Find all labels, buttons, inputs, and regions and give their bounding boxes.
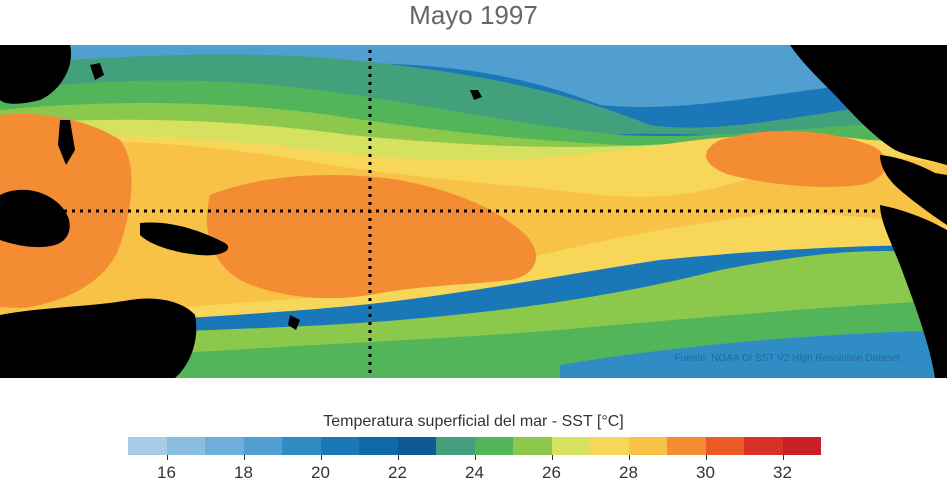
land-indonesia (0, 189, 70, 248)
land-hawaii (470, 90, 482, 100)
land-asia (0, 45, 72, 104)
colorbar-swatch (705, 437, 744, 455)
land-cuba (860, 105, 915, 127)
colorbar-swatch (243, 437, 282, 455)
colorbar-swatch (782, 437, 821, 455)
colorbar-tick-label: 20 (311, 463, 330, 482)
colorbar-swatch (166, 437, 205, 455)
colorbar-tick (166, 455, 168, 460)
colorbar-tick (397, 455, 399, 460)
warm-pool-east (706, 130, 887, 187)
colorbar-tick-label: 24 (465, 463, 484, 482)
land-north-america (790, 45, 947, 165)
colorbar-swatch (282, 437, 321, 455)
colorbar-swatch (474, 437, 513, 455)
colorbar-tick (474, 455, 476, 460)
colorbar-tick-label: 30 (696, 463, 715, 482)
colorbar-swatch (320, 437, 359, 455)
land-south-america (880, 205, 947, 378)
colorbar-tick (628, 455, 630, 460)
band-north-green (0, 80, 947, 155)
colorbar-swatch (397, 437, 436, 455)
colorbar-title: Temperatura superficial del mar - SST [°… (323, 413, 624, 430)
colorbar-ticks: 16 18 20 22 24 26 28 30 32 (128, 455, 821, 482)
colorbar (128, 437, 821, 455)
colorbar-tick (551, 455, 553, 460)
map-title: Mayo 1997 (409, 0, 538, 30)
land-philippines (58, 120, 75, 165)
colorbar-swatch (436, 437, 475, 455)
land-central-america (880, 155, 947, 225)
colorbar-tick (782, 455, 784, 460)
land-new-guinea (140, 222, 229, 256)
colorbar-swatch (205, 437, 244, 455)
colorbar-tick-label: 16 (157, 463, 176, 482)
colorbar-swatch (590, 437, 629, 455)
colorbar-swatch (667, 437, 706, 455)
source-note: Fuente: NOAA OI SST V2 High Resolution D… (675, 353, 901, 364)
band-south-green (0, 250, 947, 365)
land-japan-islands (90, 63, 104, 80)
land-australia (0, 298, 197, 378)
sst-map: Fuente: NOAA OI SST V2 High Resolution D… (0, 45, 947, 378)
colorbar-swatch (551, 437, 590, 455)
colorbar-tick (320, 455, 322, 460)
colorbar-tick-label: 22 (388, 463, 407, 482)
colorbar-swatch (744, 437, 783, 455)
colorbar-tick-label: 32 (773, 463, 792, 482)
colorbar-swatch (628, 437, 667, 455)
colorbar-tick-label: 28 (619, 463, 638, 482)
colorbar-swatch (359, 437, 398, 455)
colorbar-swatch (513, 437, 552, 455)
colorbar-tick-label: 18 (234, 463, 253, 482)
band-south-cool (560, 330, 947, 378)
colorbar-tick (705, 455, 707, 460)
colorbar-tick (243, 455, 245, 460)
land-new-zealand-islands (288, 315, 300, 330)
colorbar-tick-label: 26 (542, 463, 561, 482)
colorbar-swatch (128, 437, 167, 455)
band-north-teal (0, 54, 947, 155)
